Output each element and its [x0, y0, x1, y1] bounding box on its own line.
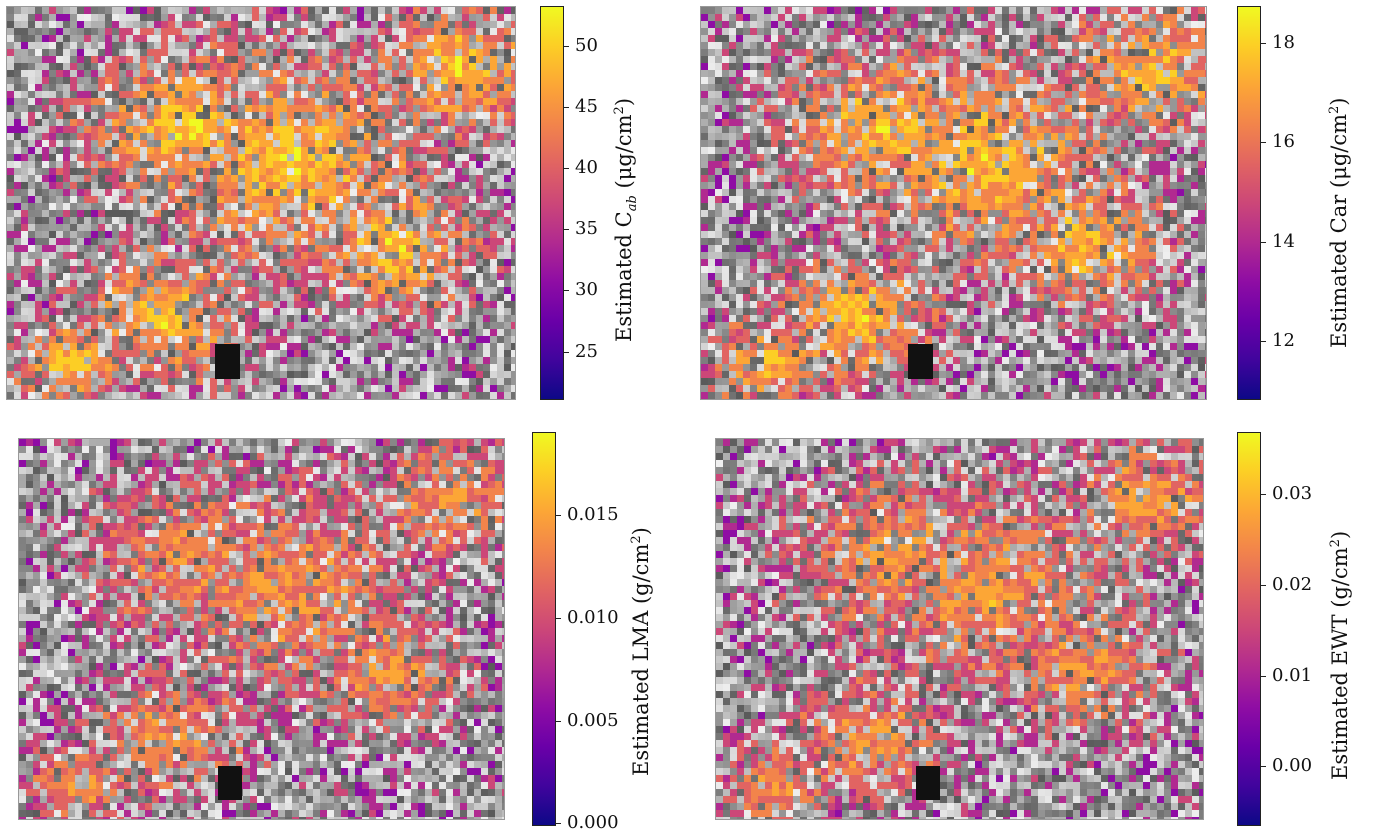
car-map-image	[700, 6, 1207, 400]
ewt-colorbar: 0.03 0.02 0.01 0.00	[1237, 432, 1312, 826]
car-overlay	[701, 7, 1206, 399]
lma-overlay	[19, 439, 504, 819]
ewt-map-image	[715, 438, 1204, 820]
lma-colorbar: 0.015 0.010 0.005 0.000	[532, 432, 619, 833]
car-colorbar-label: Estimated Car (μg/cm2)	[1327, 98, 1351, 349]
car-colorbar: 18 16 14 12	[1237, 6, 1295, 400]
lma-map-image	[18, 438, 505, 820]
cab-colorbar-label: Estimated Cab (μg/cm2)	[612, 98, 640, 342]
cab-map-image	[6, 6, 516, 400]
cab-overlay	[7, 7, 515, 399]
lma-colorbar-label: Estimated LMA (g/cm2)	[629, 527, 653, 776]
cab-colorbar: 50 45 40 35 30 25	[540, 6, 598, 400]
ewt-colorbar-label: Estimated EWT (g/cm2)	[1328, 531, 1352, 780]
ewt-overlay	[716, 439, 1203, 819]
